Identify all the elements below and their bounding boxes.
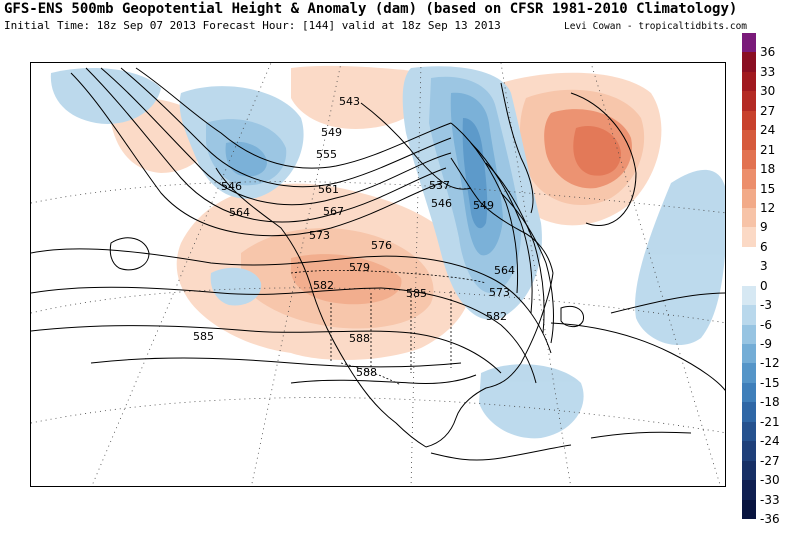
colorbar-segment	[742, 305, 756, 326]
contour-label: 588	[349, 332, 370, 345]
colorbar-label: 24	[760, 123, 776, 138]
colorbar-segment	[742, 402, 756, 423]
contour-label: 579	[349, 261, 370, 274]
colorbar-label: 3	[760, 259, 768, 274]
colorbar-segment	[742, 382, 756, 403]
colorbar-label: -33	[760, 492, 780, 507]
contour-label: 546	[221, 180, 242, 193]
colorbar-label: 30	[760, 84, 776, 99]
contour-label: 582	[313, 279, 334, 292]
colorbar-label: -30	[760, 473, 780, 488]
colorbar-segment	[742, 246, 756, 267]
contour-label: 573	[309, 229, 330, 242]
colorbar-label: 12	[760, 200, 776, 215]
colorbar-label: 33	[760, 64, 776, 79]
colorbar-segment	[742, 33, 756, 53]
colorbar-label: -15	[760, 375, 780, 390]
colorbar-segment	[742, 460, 756, 481]
colorbar-label: 0	[760, 278, 768, 293]
contour-label: 582	[486, 310, 507, 323]
colorbar-segment	[742, 266, 756, 287]
colorbar-label: 21	[760, 142, 776, 157]
contour-label: 564	[229, 206, 250, 219]
colorbar-segment	[742, 110, 756, 131]
contour-label: 561	[318, 183, 339, 196]
contour-label: 555	[316, 148, 337, 161]
colorbar-label: -36	[760, 512, 780, 526]
colorbar-segment	[742, 130, 756, 151]
colorbar-label: 6	[760, 239, 768, 254]
colorbar-label: -12	[760, 356, 780, 371]
colorbar-segment	[742, 441, 756, 462]
height-contours	[31, 67, 725, 392]
colorbar-segment	[742, 52, 756, 73]
graticule	[31, 63, 725, 486]
map-credit: Levi Cowan - tropicaltidbits.com	[564, 21, 748, 32]
colorbar-segment	[742, 344, 756, 364]
contour-label: 549	[321, 126, 342, 139]
contour-label: 576	[371, 239, 392, 252]
coastlines	[215, 82, 692, 461]
colorbar-segment	[742, 91, 756, 112]
colorbar-label: -3	[760, 298, 772, 313]
colorbar-segment	[742, 324, 756, 345]
contour-label: 543	[339, 95, 360, 108]
contour-label: 585	[193, 330, 214, 343]
map-subtitle: Initial Time: 18z Sep 07 2013 Forecast H…	[4, 19, 501, 32]
anomaly-fills	[50, 65, 725, 439]
colorbar-segment	[742, 207, 756, 228]
map-title: GFS-ENS 500mb Geopotential Height & Anom…	[4, 1, 738, 17]
colorbar-label: -9	[760, 337, 772, 352]
colorbar-segment	[742, 480, 756, 501]
contour-label: 567	[323, 205, 344, 218]
contour-label: 588	[356, 366, 377, 379]
anomaly-map: 543 549 555 546 561 564 567 573 576 579 …	[30, 62, 726, 487]
colorbar-label: 18	[760, 162, 776, 177]
colorbar-segment	[742, 285, 756, 306]
contour-label: 573	[489, 286, 510, 299]
colorbar-label: 36	[760, 45, 776, 60]
anomaly-colorbar	[742, 33, 756, 520]
colorbar-segment	[742, 71, 756, 92]
colorbar-label: -27	[760, 453, 780, 468]
colorbar-segment	[742, 421, 756, 442]
colorbar-label: -21	[760, 414, 780, 429]
contour-label: 549	[473, 199, 494, 212]
contour-label: 537	[429, 179, 450, 192]
colorbar-segment	[742, 149, 756, 170]
contour-label: 585	[406, 287, 427, 300]
contour-labels: 543 549 555 546 561 564 567 573 576 579 …	[193, 95, 515, 379]
colorbar-segment	[742, 188, 756, 209]
contour-label: 564	[494, 264, 515, 277]
colorbar-segment	[742, 227, 756, 248]
colorbar-label: 9	[760, 220, 768, 235]
colorbar-segment	[742, 499, 756, 520]
colorbar-label: -24	[760, 434, 780, 449]
colorbar-label: -18	[760, 395, 780, 410]
colorbar-label: -6	[760, 317, 772, 332]
contour-label: 546	[431, 197, 452, 210]
colorbar-segment	[742, 363, 756, 384]
colorbar-segment	[742, 169, 756, 190]
map-svg: 543 549 555 546 561 564 567 573 576 579 …	[31, 63, 725, 486]
colorbar-label: 27	[760, 103, 776, 118]
colorbar-label: 15	[760, 181, 776, 196]
